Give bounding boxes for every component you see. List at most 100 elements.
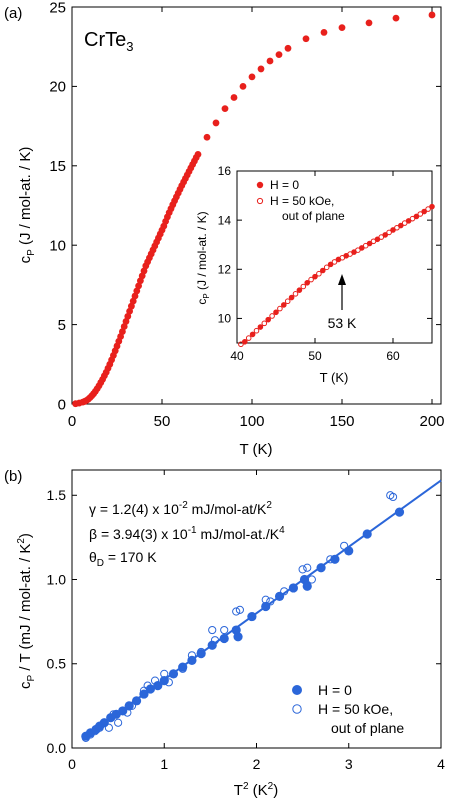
- panel-a-ylabel-main: c: [17, 255, 34, 263]
- data-point: [194, 150, 202, 158]
- panel-b-xlabel: T2 (K2): [234, 781, 278, 799]
- data-point-open: [266, 597, 275, 606]
- data-point-open: [178, 664, 187, 673]
- panel-b-ylabel: cP / T (mJ / mol-at. / K2): [16, 533, 37, 689]
- data-point: [302, 581, 312, 591]
- data-point-open: [269, 313, 275, 319]
- x-tick-label: 40: [230, 349, 244, 363]
- data-point: [275, 51, 283, 59]
- panel-a-ylabel-rest: (J / mol-at. / K): [17, 147, 34, 250]
- data-point: [168, 669, 179, 679]
- annotation-arrow-head: [338, 274, 346, 285]
- data-point: [257, 65, 265, 73]
- b-legend-h0: H = 0: [318, 682, 352, 698]
- data-point-open: [292, 291, 299, 297]
- data-point-open: [242, 338, 248, 345]
- x-tick-label: 1: [160, 756, 168, 772]
- panel-b-ylabel-main: c: [17, 681, 34, 689]
- data-point-open: [265, 316, 272, 323]
- data-point-open: [249, 331, 256, 338]
- data-point: [296, 287, 302, 293]
- data-point: [406, 218, 412, 224]
- data-point-open: [320, 267, 326, 274]
- data-point-open: [312, 273, 318, 280]
- data-point: [304, 280, 310, 286]
- data-point: [247, 611, 257, 622]
- theta-sub: D: [97, 558, 104, 569]
- x-tick-label: 200: [419, 413, 444, 430]
- panel-b-ylabel-sub: P: [26, 674, 37, 681]
- data-point-open: [143, 681, 152, 690]
- data-point: [239, 83, 247, 90]
- data-point-open: [421, 208, 428, 215]
- data-point-open: [100, 718, 109, 727]
- annotation-53k: 53 K: [328, 315, 357, 331]
- b-legend-marker-h0: [292, 685, 302, 695]
- data-point: [203, 133, 211, 141]
- data-point: [250, 331, 256, 337]
- data-point-open: [429, 203, 435, 210]
- data-point: [248, 73, 256, 81]
- data-point: [398, 223, 404, 229]
- panel-b-xlabel-sup: 2: [243, 781, 249, 792]
- x-tick-label: 0: [68, 413, 76, 430]
- data-point: [219, 633, 229, 644]
- data-point: [413, 213, 419, 219]
- data-point-open: [197, 647, 206, 657]
- data-point-open: [304, 280, 311, 286]
- data-point-open: [127, 701, 137, 710]
- data-point: [328, 261, 334, 267]
- data-point: [145, 684, 156, 694]
- theta-value: = 170 K: [104, 549, 157, 565]
- inset-axes: 40 50 60 10 12 14 16: [218, 164, 432, 363]
- data-point: [316, 563, 326, 573]
- panel-label-a: (a): [4, 5, 22, 22]
- inset-legend-h50: H = 50 kOe,: [270, 194, 334, 208]
- data-point-open: [398, 222, 404, 229]
- data-point-open: [160, 669, 169, 678]
- data-point: [207, 640, 217, 650]
- data-point-open: [261, 595, 270, 604]
- inset-ylabel-main: c: [195, 299, 209, 305]
- gamma-units: mJ/mol-at/K: [188, 501, 267, 517]
- panel-b-xlabel-unit: (K: [249, 782, 268, 799]
- y-tick-label: 12: [218, 262, 232, 276]
- panel-a-title-main: CrTe: [84, 29, 126, 51]
- beta-prefix: β = 3.94(3) x 10: [89, 526, 188, 542]
- data-point-open: [277, 305, 283, 312]
- data-point-open: [235, 605, 244, 614]
- data-point-open: [273, 309, 279, 316]
- data-point-open: [307, 575, 316, 584]
- data-point-open: [382, 232, 389, 238]
- theta-symbol: θ: [89, 549, 97, 565]
- y-tick-label: 0.0: [47, 740, 67, 756]
- y-tick-label: 10: [218, 312, 232, 326]
- panel-b-ylabel-rest: / T (mJ / mol-at. / K: [17, 544, 34, 675]
- panel-b-ylabel-sup: 2: [16, 538, 27, 544]
- panel-a-xlabel: T (K): [239, 441, 272, 458]
- data-point-open: [208, 625, 217, 635]
- y-tick-label: 1.0: [47, 571, 67, 587]
- panel-b-xlabel-main: T: [234, 782, 243, 799]
- y-tick-label: 0.5: [47, 656, 67, 672]
- data-point: [320, 268, 326, 274]
- data-point: [233, 632, 243, 642]
- data-point: [257, 324, 263, 330]
- panel-a-series: [72, 11, 436, 408]
- y-tick-label: 15: [49, 158, 66, 175]
- panel-b-ylabel-close: ): [17, 533, 34, 538]
- data-point: [288, 583, 298, 593]
- panel-b-xlabel-unit-sup: 2: [268, 781, 274, 792]
- beta-units: mJ/mol-at./K: [197, 526, 280, 542]
- data-point-open: [210, 636, 220, 645]
- data-point-open: [187, 651, 197, 660]
- data-point-open: [388, 492, 398, 502]
- data-point-open: [109, 710, 118, 719]
- panel-b-xlabel-close: ): [273, 782, 278, 799]
- data-point-open: [296, 287, 303, 293]
- panel-a-frame: [71, 6, 442, 405]
- data-point-open: [425, 206, 431, 212]
- data-point: [429, 204, 435, 210]
- data-point: [302, 35, 310, 43]
